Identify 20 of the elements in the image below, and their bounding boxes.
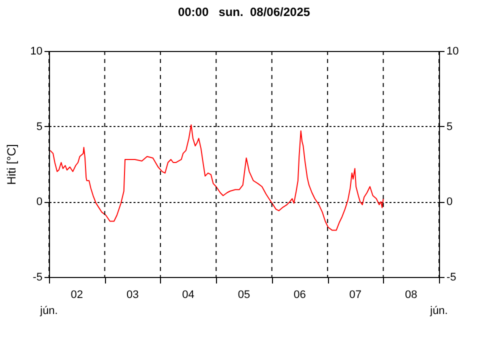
- y-tick-label: -5: [32, 272, 42, 284]
- x-tick-label: 04: [182, 289, 194, 301]
- y-tick-label: 10: [30, 46, 42, 58]
- y2-tick-label: 10: [446, 46, 459, 58]
- x-tick-label: 02: [70, 289, 83, 301]
- x-tick-label: 08: [405, 289, 418, 301]
- x-tick-label: 06: [294, 289, 306, 301]
- chart-title: 00:00 sun. 08/06/2025: [178, 5, 310, 19]
- y-tick-label: 5: [36, 120, 42, 133]
- x-tick-label: 05: [238, 289, 250, 301]
- x-tick-label: 07: [349, 289, 362, 301]
- y-tick-label: 0: [36, 196, 42, 208]
- x-tick-label: 03: [126, 289, 139, 301]
- y2-tick-label: 0: [446, 196, 453, 208]
- text: jún.: [39, 305, 58, 317]
- line-series: [50, 124, 384, 231]
- y2-tick-label: 5: [446, 120, 453, 133]
- y2-tick-label: -5: [446, 272, 456, 284]
- text: jún.: [429, 305, 448, 317]
- y-axis-title: Hiti [°C]: [4, 144, 18, 185]
